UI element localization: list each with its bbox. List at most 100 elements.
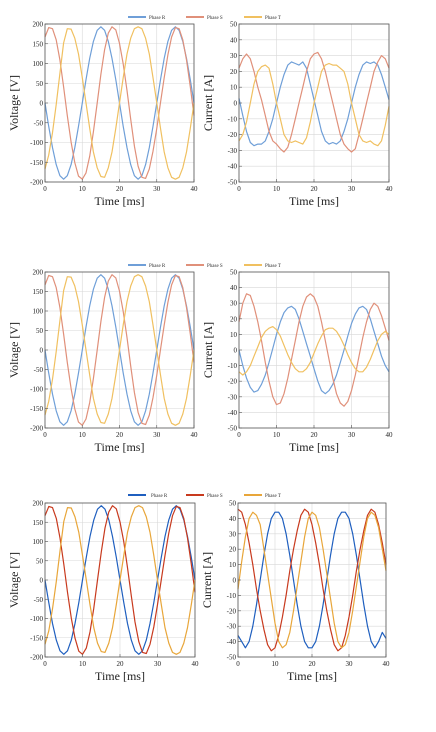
current-chart-1: 0 10 20 30 40 50 40 30 20 10 0 -10 -20 -30 -40 -50 Time …: [201, 21, 393, 209]
current-3-ytick-label: -20: [227, 607, 237, 615]
legend-2-label-phase-s: Phase S: [207, 264, 223, 269]
current-2-ytick-label: -30: [228, 393, 238, 401]
current-3-line-phase-s: [237, 508, 387, 652]
current-2-ytick-label: 50: [230, 269, 238, 277]
current-2-ytick-label: -10: [228, 362, 238, 370]
current-1-line-phase-s: [238, 51, 390, 153]
legend-3-label-phase-t: Phase T: [265, 494, 281, 499]
voltage-3-ytick-label: -150: [30, 634, 43, 642]
voltage-3-ytick-label: 150: [33, 519, 44, 527]
voltage-2-ytick-label: 100: [33, 308, 44, 316]
current-1-xtick-label: 40: [386, 185, 394, 193]
voltage-1-ytick-label: -100: [30, 139, 43, 147]
current-2-line-phase-s: [238, 293, 390, 407]
voltage-3-xtick-label: 30: [154, 660, 162, 668]
voltage-2-ytick-label: 0: [40, 347, 44, 355]
current-2-ytick-label: 40: [230, 284, 238, 292]
legend-2-entry-phase-r: Phase R: [128, 264, 166, 269]
current-3-ytick-label: 0: [233, 577, 237, 585]
voltage-3-line-phase-t: [44, 505, 196, 655]
voltage-3-xtick-label: 10: [79, 660, 87, 668]
current-2-ytick-label: -40: [228, 409, 238, 417]
legend-1-entry-phase-r: Phase R: [128, 16, 166, 21]
voltage-3-xtick-label: 20: [117, 660, 125, 668]
current-1-xtick-label: 30: [348, 185, 356, 193]
current-1-ytick-label: 0: [234, 100, 238, 108]
current-3-xtick-label: 10: [272, 660, 280, 668]
voltage-1-ylabel: Voltage [V]: [7, 75, 21, 131]
voltage-1-xtick-label: 20: [116, 185, 124, 193]
voltage-1-ytick-label: -200: [30, 179, 43, 187]
voltage-3-ytick-label: -50: [34, 596, 44, 604]
current-3-xtick-label: 40: [383, 660, 391, 668]
current-3-xtick-label: 30: [346, 660, 354, 668]
current-1-ytick-label: 40: [230, 36, 238, 44]
legend-1-entry-phase-s: Phase S: [186, 16, 223, 21]
legend-1-entry-phase-t: Phase T: [244, 16, 281, 21]
legend-1-label-phase-r: Phase R: [149, 16, 166, 21]
legend-3-label-phase-s: Phase S: [207, 494, 223, 499]
current-2-ytick-label: 30: [230, 300, 238, 308]
voltage-3-ytick-label: 50: [36, 557, 44, 565]
current-2-ytick-label: 0: [234, 347, 238, 355]
current-2-line-phase-r: [238, 305, 390, 395]
voltage-3-ytick-label: 200: [33, 500, 44, 508]
current-2-xtick-label: 20: [311, 431, 319, 439]
current-2-xtick-label: 30: [348, 431, 356, 439]
current-2-xtick-label: 10: [273, 431, 281, 439]
voltage-2-ytick-label: -200: [30, 425, 43, 433]
voltage-2-line-phase-t: [44, 274, 195, 426]
current-1-ytick-label: 10: [230, 84, 238, 92]
voltage-1-xtick-label: 10: [79, 185, 87, 193]
current-chart-2: 0 10 20 30 40 50 40 30 20 10 0 -10 -20 -30 -40 -50 Time …: [201, 269, 393, 455]
voltage-3-ytick-label: 100: [33, 538, 44, 546]
voltage-2-xtick-label: 10: [79, 431, 87, 439]
current-3-line-phase-r: [237, 511, 387, 649]
voltage-chart-3: 0 10 20 30 40 200 150 100 50 0 -50 -100 -150 -200 Time…: [7, 500, 199, 684]
current-2-ytick-label: 20: [230, 315, 238, 323]
current-2-ytick-label: -50: [228, 425, 238, 433]
voltage-1-line-phase-t: [44, 26, 195, 180]
current-2-ylabel: Current [A]: [201, 322, 215, 378]
voltage-3-ytick-label: 0: [40, 577, 44, 585]
current-3-ytick-label: -30: [227, 623, 237, 631]
current-1-xtick-label: 0: [237, 185, 241, 193]
current-1-line-phase-t: [238, 62, 390, 147]
current-3-ytick-label: 40: [229, 515, 237, 523]
current-chart-3: 0 10 20 30 40 50 40 30 20 10 0 -10 -20 -30 -40 -50 Time …: [200, 500, 390, 684]
current-1-ytick-label: -20: [228, 131, 238, 139]
legend-2-entry-phase-s: Phase S: [186, 264, 223, 269]
voltage-2-ytick-label: -150: [30, 405, 43, 413]
voltage-1-ytick-label: 150: [33, 40, 44, 48]
voltage-2-xtick-label: 0: [43, 431, 47, 439]
voltage-1-ytick-label: -150: [30, 159, 43, 167]
current-1-ytick-label: 50: [230, 21, 238, 29]
voltage-1-xtick-label: 30: [153, 185, 161, 193]
voltage-2-ytick-label: -100: [30, 386, 43, 394]
legend-2-label-phase-t: Phase T: [265, 264, 281, 269]
legend-3-label-phase-r: Phase R: [151, 494, 168, 499]
current-1-ytick-label: -40: [228, 163, 238, 171]
current-1-ytick-label: 20: [230, 68, 238, 76]
voltage-1-ytick-label: 200: [33, 21, 44, 29]
legend-3-entry-phase-r: Phase R: [128, 494, 168, 499]
voltage-1-xtick-label: 0: [43, 185, 47, 193]
voltage-2-ytick-label: 150: [33, 288, 44, 296]
current-1-xtick-label: 10: [273, 185, 281, 193]
current-3-xlabel: Time [ms]: [287, 669, 337, 683]
current-3-ytick-label: 10: [229, 561, 237, 569]
voltage-1-ytick-label: 50: [36, 80, 44, 88]
current-1-xlabel: Time [ms]: [289, 194, 339, 208]
current-3-ytick-label: 20: [229, 546, 237, 554]
current-1-xtick-label: 20: [311, 185, 319, 193]
legend-1: Phase R Phase S Phase T: [128, 16, 281, 21]
voltage-1-ytick-label: 0: [40, 100, 44, 108]
current-1-ytick-label: -50: [228, 179, 238, 187]
voltage-2-ytick-label: 50: [36, 327, 44, 335]
current-3-ytick-label: -40: [227, 638, 237, 646]
voltage-chart-1: 0 10 20 30 40 200 150 100 50 0 -50 -100 -150 -200 Time…: [7, 21, 198, 209]
current-3-ylabel: Current [A]: [200, 552, 214, 608]
legend-3-entry-phase-s: Phase S: [186, 494, 223, 499]
current-1-ytick-label: -10: [228, 115, 238, 123]
current-3-ytick-label: -10: [227, 592, 237, 600]
